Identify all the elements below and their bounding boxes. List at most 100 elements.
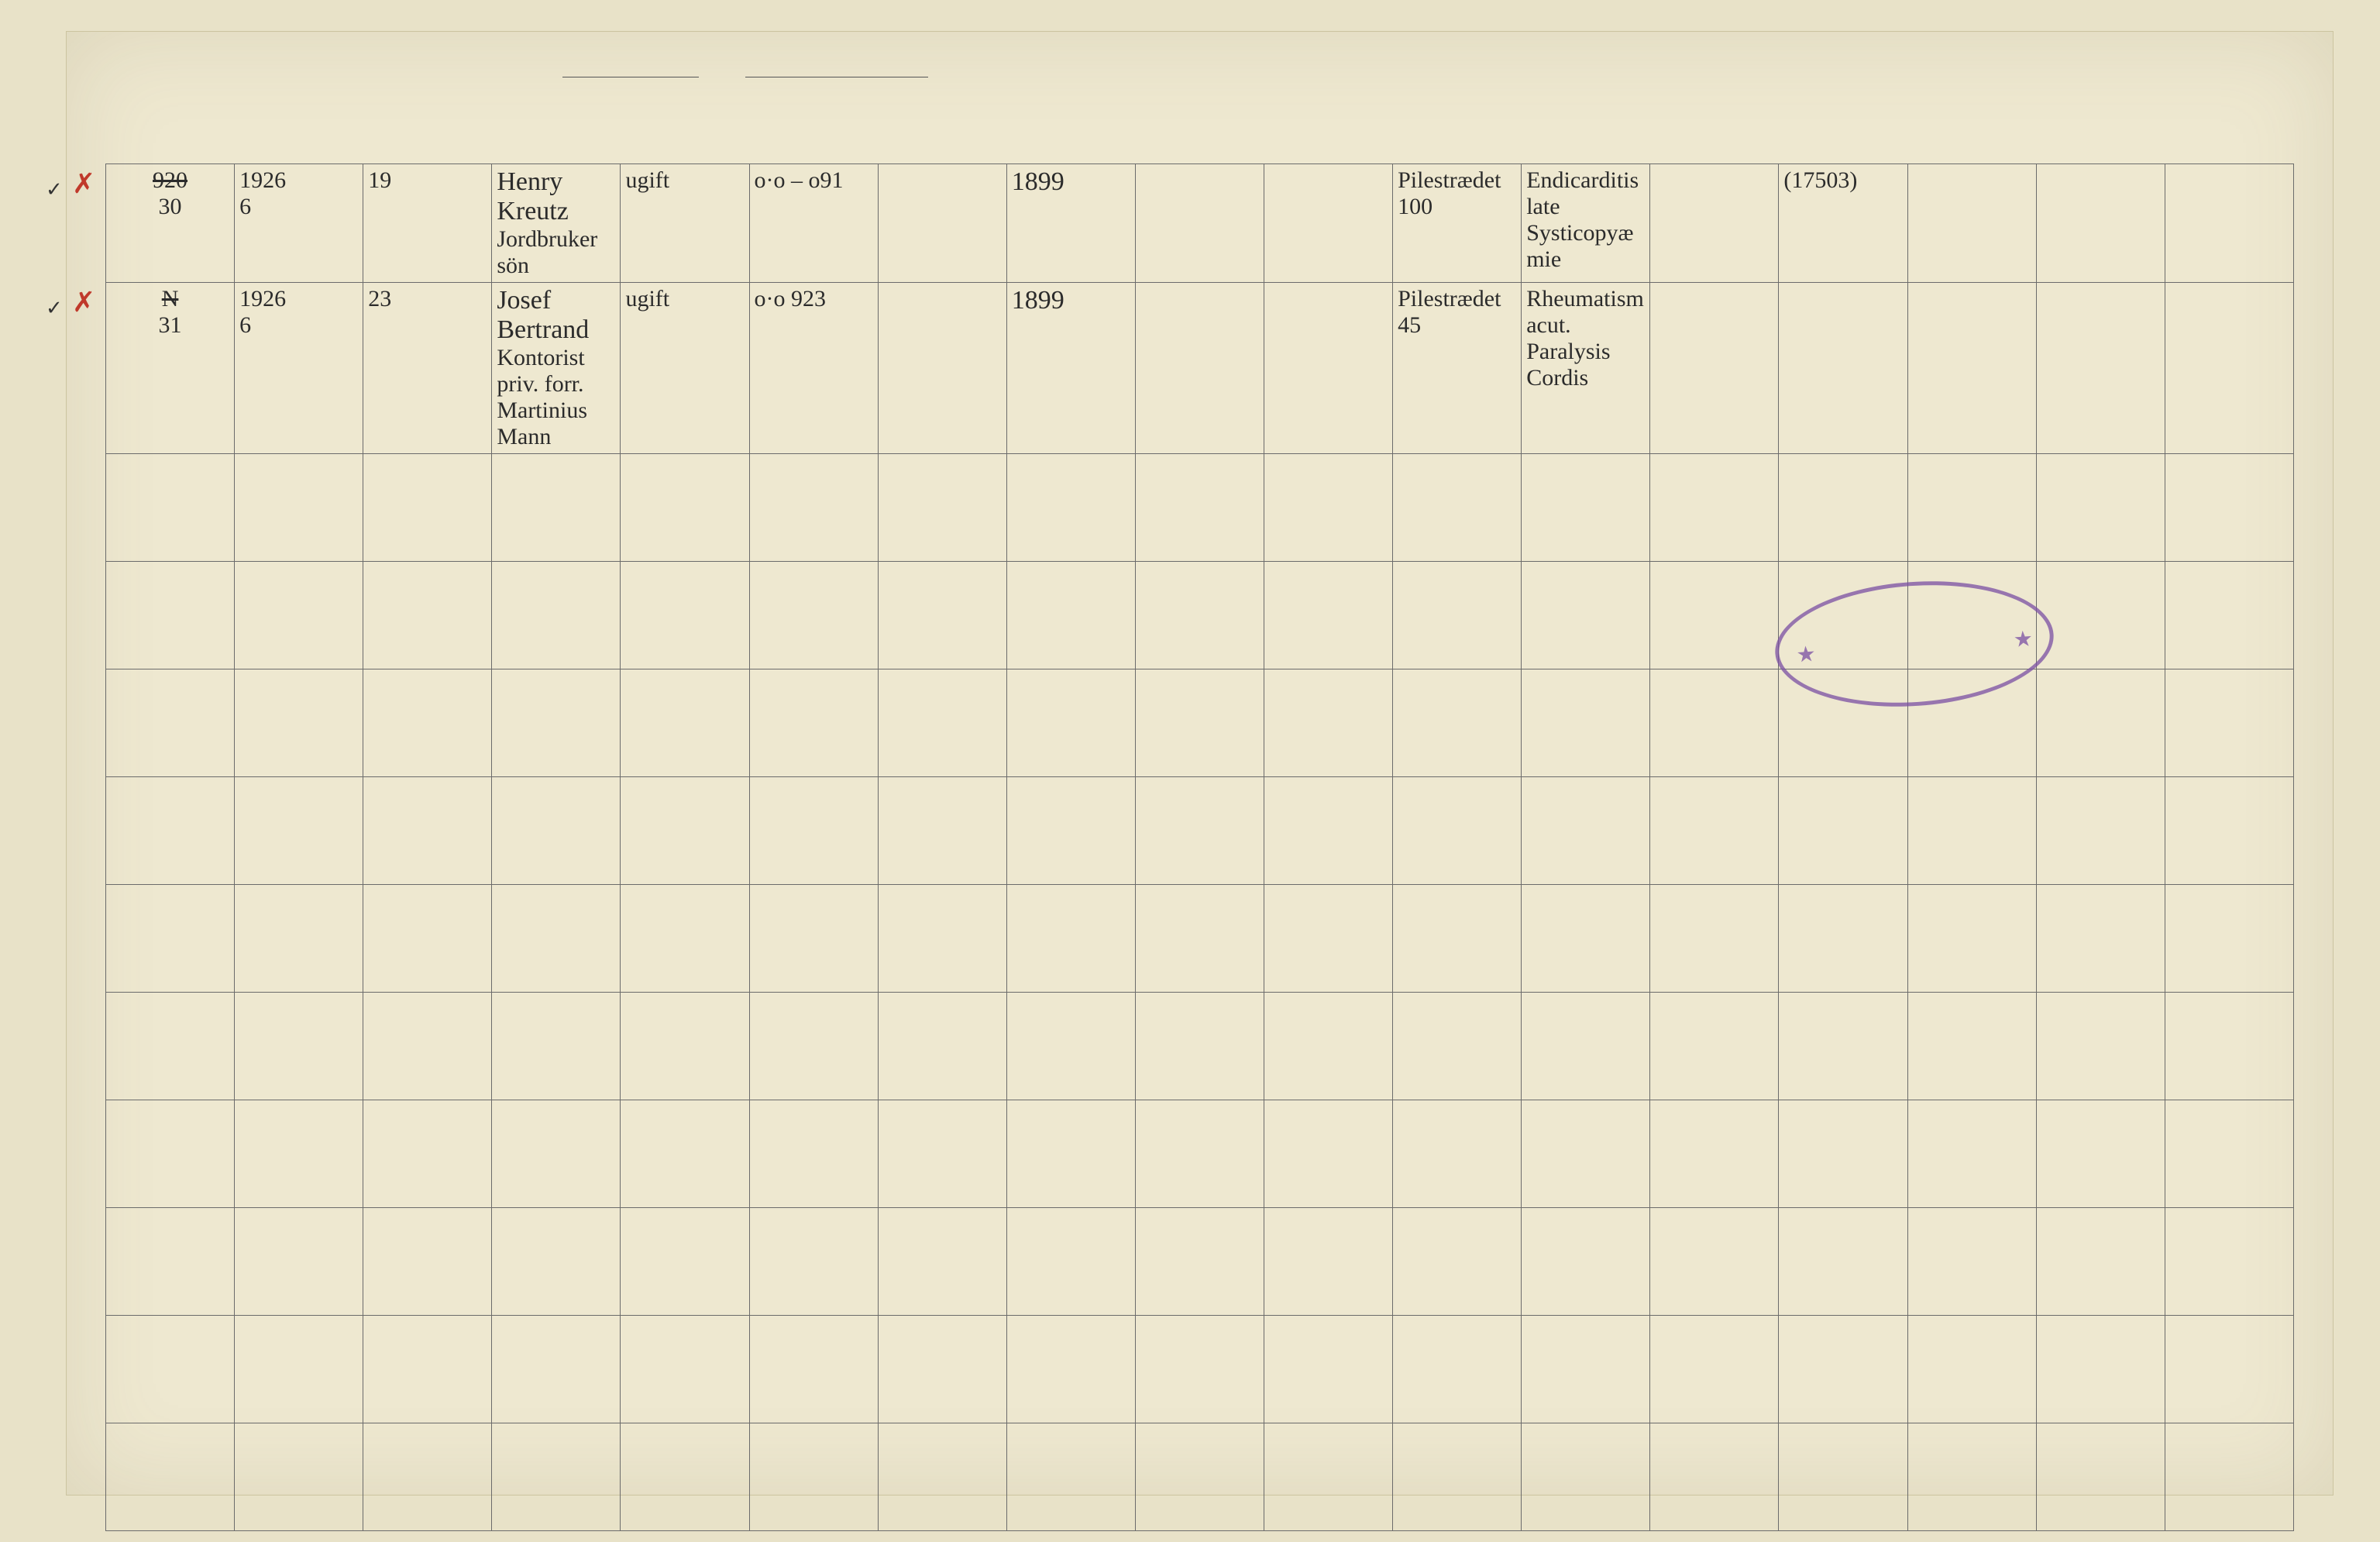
ledger-sheet: ✓✗920301926619Henry KreutzJordbruker sön… [66,31,2334,1496]
cell: Rheumatismacut.Paralysis Cordis [1522,282,1650,453]
check-mark: ✓ [46,178,63,201]
table-row: ✓✗N311926623Josef BertrandKontorist priv… [106,282,2294,453]
cell [106,776,235,884]
cell [878,163,1006,282]
cell [749,1100,878,1207]
cell [749,1423,878,1530]
entry-number: 30 [111,194,229,220]
cell [235,1207,363,1315]
cell [1393,884,1522,992]
cell [621,992,749,1100]
cell [1907,163,2036,282]
cell [1264,561,1392,669]
cell [2036,992,2165,1100]
cell [1650,669,1779,776]
cell [1522,669,1650,776]
cell [749,776,878,884]
stamp-dot-right: ★ [2013,625,2034,652]
cell [621,669,749,776]
cell [492,776,621,884]
deceased-name: Josef Bertrand [497,286,615,345]
cell [1907,776,2036,884]
cell [492,1315,621,1423]
cell [1522,884,1650,992]
cell: Pilestrædet45 [1393,282,1522,453]
cell [749,561,878,669]
cell [1522,1100,1650,1207]
cell [1135,884,1264,992]
cell: o·o – o91 [749,163,878,282]
cell [2165,1100,2293,1207]
cell [878,1315,1006,1423]
cell [1650,1423,1779,1530]
cell [1135,992,1264,1100]
ledger-table: ✓✗920301926619Henry KreutzJordbruker sön… [105,163,2294,1531]
cell [106,561,235,669]
cell [363,1100,492,1207]
cell [621,776,749,884]
cell [492,453,621,561]
cell [106,669,235,776]
note-14: (17503) [1783,167,1857,193]
cell [1135,1315,1264,1423]
cell [1135,561,1264,669]
cell [1907,1100,2036,1207]
table-row [106,776,2294,884]
cell [1393,1100,1522,1207]
cell [235,1100,363,1207]
cell [492,1207,621,1315]
cell [1264,1100,1392,1207]
birth-year: 1899 [1012,286,1064,315]
cell [492,669,621,776]
header [105,63,2294,77]
cell [2165,776,2293,884]
cell [1907,884,2036,992]
cell [1650,1315,1779,1423]
cell [235,669,363,776]
cell [2036,776,2165,884]
cell [1779,1207,1907,1315]
cell [1006,884,1135,992]
cell [363,669,492,776]
entry-number: 31 [111,312,229,339]
cell [2165,453,2293,561]
cell [878,453,1006,561]
cell [1522,1315,1650,1423]
cell: 23 [363,282,492,453]
cell [106,992,235,1100]
cell: ugift [621,163,749,282]
cell [1393,992,1522,1100]
table-row [106,1207,2294,1315]
cell [1779,1100,1907,1207]
cell [1264,453,1392,561]
cell: Josef BertrandKontorist priv. forr. Mart… [492,282,621,453]
cell [621,1100,749,1207]
cell [1264,1423,1392,1530]
death-day: 23 [368,286,391,311]
cause-of-death: Endicarditislate Systicopyæmie [1526,167,1639,272]
cell: 19266 [235,163,363,282]
cell: o·o 923 [749,282,878,453]
table-row: ✓✗920301926619Henry KreutzJordbruker sön… [106,163,2294,282]
cell [1264,282,1392,453]
cell [749,669,878,776]
cell [1393,669,1522,776]
cell [106,1207,235,1315]
table-body: ✓✗920301926619Henry KreutzJordbruker sön… [106,163,2294,1530]
provider: o·o 923 [755,286,827,311]
cell [2165,669,2293,776]
deceased-name: Henry Kreutz [497,167,615,226]
cell [1779,992,1907,1100]
table-row [106,884,2294,992]
cell [1006,561,1135,669]
cell [1907,1315,2036,1423]
check-mark: ✓ [46,297,63,320]
cell [878,1423,1006,1530]
cell [2165,561,2293,669]
cell: ✓✗N31 [106,282,235,453]
cell [1393,776,1522,884]
cell [1135,669,1264,776]
cell [492,1100,621,1207]
cell [106,453,235,561]
deceased-occupation: Kontorist priv. forr. Martinius Mann [497,345,615,450]
